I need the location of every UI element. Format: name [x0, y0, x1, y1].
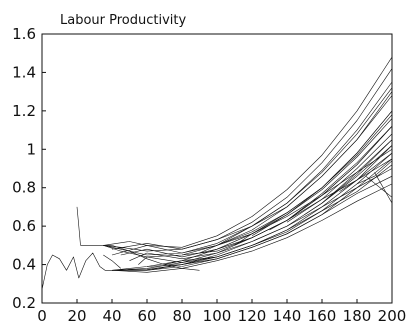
y-tick-label: 0.4 — [12, 256, 36, 274]
series-line-12 — [103, 68, 393, 252]
series-line-31 — [339, 152, 393, 192]
axes-layer: 0 20 40 60 80 100 120 140 160 180 200 0.2 0.4 0.6 0.8 1… — [12, 25, 406, 325]
series-line-0 — [41, 252, 112, 290]
series-line-6 — [112, 175, 393, 271]
x-tick-label: 0 — [37, 307, 47, 325]
series-line-29 — [304, 139, 393, 215]
y-tick-label: 0.8 — [12, 179, 36, 197]
x-tick-label: 40 — [102, 307, 121, 325]
chart-title: Labour Productivity — [60, 13, 187, 28]
y-tick-label: 1.4 — [12, 63, 36, 81]
series-line-33 — [365, 175, 393, 198]
series-line-14 — [111, 110, 393, 256]
series-layer — [41, 56, 393, 290]
y-tick-label: 1.6 — [12, 25, 36, 43]
series-line-20 — [146, 158, 393, 267]
series-line-22 — [181, 125, 393, 256]
plot-frame — [41, 33, 393, 304]
y-tick-label: 0.2 — [12, 294, 36, 312]
series-line-13 — [103, 81, 393, 256]
series-line-9 — [111, 149, 393, 271]
x-tick-label: 180 — [343, 307, 372, 325]
series-line-26 — [251, 118, 393, 237]
series-line-25 — [234, 114, 393, 246]
series-line-24 — [216, 91, 393, 246]
y-tick-label: 0.6 — [12, 217, 36, 235]
series-line-8 — [111, 183, 393, 273]
x-tick-label: 160 — [308, 307, 337, 325]
series-line-19 — [138, 152, 393, 265]
x-tick-label: 140 — [273, 307, 302, 325]
x-tick-label: 200 — [378, 307, 407, 325]
x-tick-label: 20 — [67, 307, 86, 325]
x-tick-label: 80 — [172, 307, 191, 325]
series-line-4 — [103, 254, 121, 269]
series-line-7 — [111, 158, 393, 271]
series-line-27 — [269, 125, 393, 231]
series-line-11 — [103, 95, 393, 258]
series-line-21 — [164, 145, 393, 265]
x-tick-label: 100 — [203, 307, 232, 325]
series-line-34 — [374, 172, 393, 204]
series-line-1 — [76, 206, 81, 246]
x-tick-label: 60 — [137, 307, 156, 325]
series-line-30 — [321, 145, 393, 204]
x-tick-label: 120 — [238, 307, 267, 325]
y-tick-label: 1.2 — [12, 102, 36, 120]
series-line-17 — [103, 56, 393, 248]
series-line-28 — [286, 133, 393, 223]
series-line-18 — [129, 139, 393, 261]
series-line-32 — [356, 160, 393, 185]
y-tick-label: 1 — [26, 140, 36, 158]
